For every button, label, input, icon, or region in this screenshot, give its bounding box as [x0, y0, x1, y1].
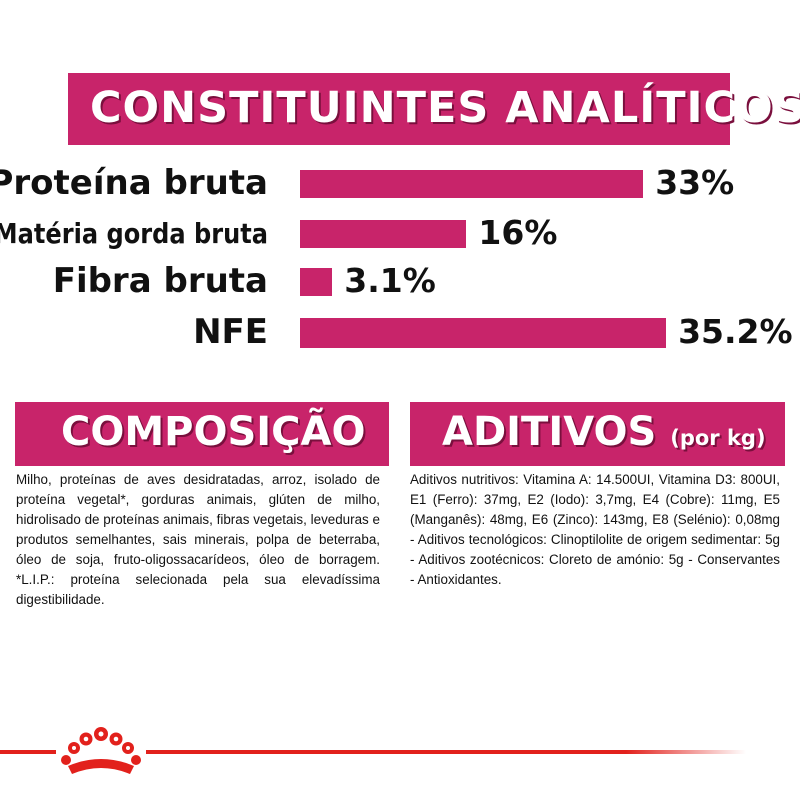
row-value-0: 33%	[655, 163, 735, 202]
additives-banner: ADITIVOS (por kg)	[410, 402, 785, 466]
composition-title: COMPOSIÇÃO	[61, 409, 366, 455]
footer-line-left	[0, 750, 56, 754]
additives-title-wrap: ADITIVOS (por kg)	[442, 409, 766, 455]
row-label-3: NFE	[193, 311, 268, 352]
row-label-2: Fibra bruta	[52, 260, 268, 301]
additives-text: Aditivos nutritivos: Vitamina A: 14.500U…	[410, 472, 780, 587]
bar-3	[300, 318, 667, 348]
row-value-3: 35.2%	[678, 312, 793, 351]
row-value-1: 16%	[478, 213, 558, 252]
bar-2	[300, 268, 333, 296]
footer-line-right	[146, 750, 746, 754]
analytic-title: CONSTITUINTES ANALÍTICOS	[90, 83, 800, 133]
additives-title: ADITIVOS	[442, 409, 657, 455]
crown-icon	[61, 727, 141, 774]
bar-1	[300, 220, 467, 248]
composition-banner: COMPOSIÇÃO	[15, 402, 389, 466]
row-label-1: Matéria gorda bruta	[0, 216, 268, 250]
bar-0	[300, 170, 644, 198]
row-value-2: 3.1%	[344, 261, 436, 300]
additives-subtitle: (por kg)	[670, 426, 766, 450]
row-label-0: Proteína bruta	[0, 162, 268, 203]
composition-text: Milho, proteínas de aves desidratadas, a…	[16, 472, 380, 607]
analytic-banner: CONSTITUINTES ANALÍTICOS	[68, 73, 800, 145]
